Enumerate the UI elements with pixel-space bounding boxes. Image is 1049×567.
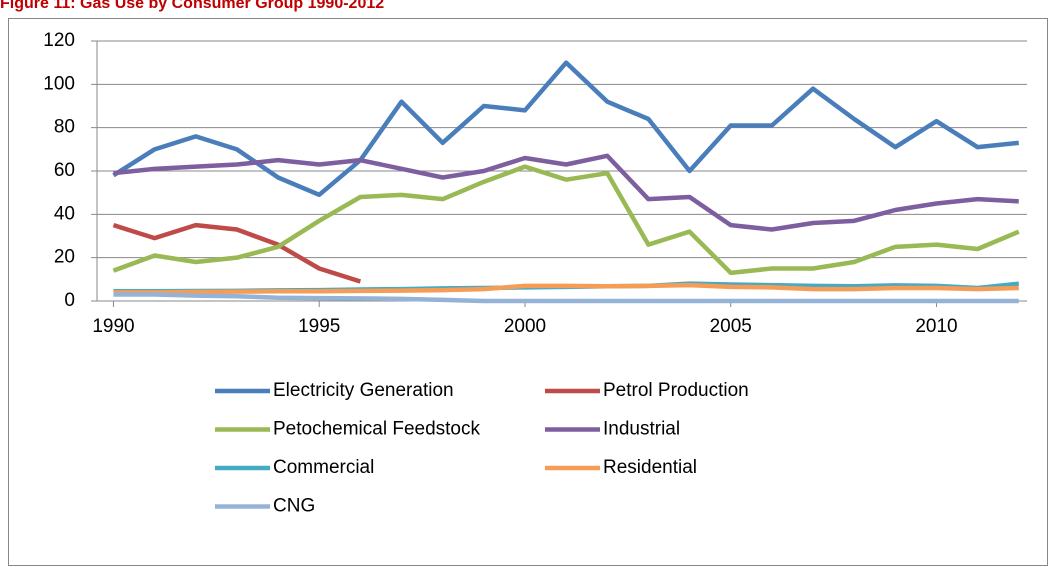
legend-label: Residential [603,457,697,478]
y-tick-label: 80 [54,117,75,138]
y-tick-label: 100 [43,73,75,94]
y-tick-label: 60 [54,160,75,181]
series-line [112,164,1020,276]
x-tick-label: 1990 [92,316,134,337]
series-line [112,60,1020,198]
x-tick-label: 2005 [710,316,752,337]
series-line [113,282,1019,295]
y-tick-label: 20 [54,247,75,268]
series-line [113,153,1019,232]
x-tick-label: 2000 [504,316,546,337]
series-line [112,222,362,284]
y-tick-label: 120 [43,30,75,51]
y-tick-label: 40 [54,203,75,224]
legend-label: Petochemical Feedstock [273,419,480,440]
series-line [113,292,1019,304]
legend-label: Commercial [273,457,374,478]
legend-label: CNG [273,496,315,517]
x-tick-label: 2010 [915,316,957,337]
chart-title: Figure 11: Gas Use by Consumer Group 199… [0,0,384,12]
legend-label: Petrol Production [603,380,749,401]
legend-label: Industrial [603,419,680,440]
y-tick-label: 0 [64,290,75,311]
legend-label: Electricity Generation [273,380,454,401]
x-tick-label: 1995 [298,316,340,337]
